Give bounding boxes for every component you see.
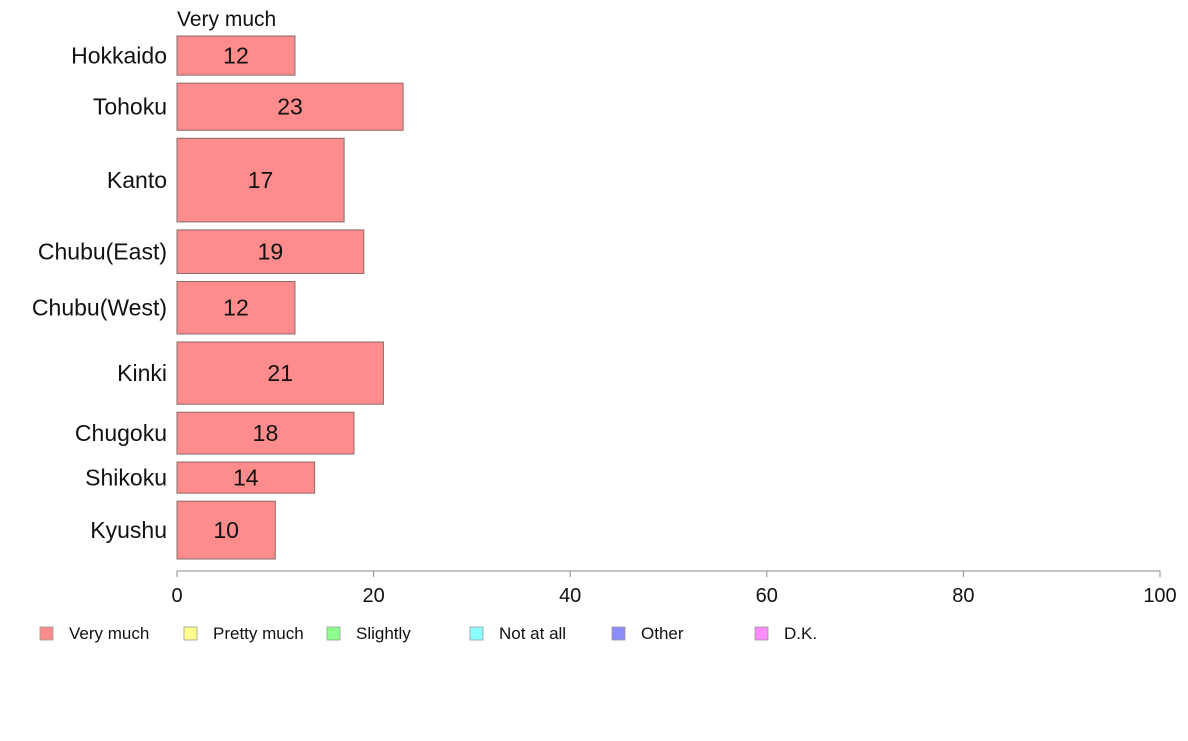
category-label-shikoku: Shikoku — [85, 465, 167, 491]
bar-kyushu — [176, 500, 276, 560]
x-tick-label-40: 40 — [559, 585, 581, 607]
legend-swatch-not-at-all — [469, 626, 484, 641]
data-label-kanto: 17 — [248, 167, 274, 193]
bar-chubu-east — [176, 229, 365, 274]
series-title: Very much — [177, 8, 276, 31]
legend-label-not-at-all: Not at all — [499, 624, 566, 643]
legend-label-very-much: Very much — [69, 624, 149, 643]
category-label-chugoku: Chugoku — [75, 420, 167, 446]
category-label-chubu-west: Chubu(West) — [32, 295, 167, 321]
legend-label-other: Other — [641, 624, 684, 643]
category-label-kinki: Kinki — [117, 360, 167, 386]
data-label-kinki: 21 — [267, 360, 293, 386]
x-tick-label-80: 80 — [952, 585, 974, 607]
legend-swatch-pretty-much — [183, 626, 198, 641]
x-tick-label-60: 60 — [756, 585, 778, 607]
x-tick-label-0: 0 — [171, 585, 182, 607]
category-label-hokkaido: Hokkaido — [71, 43, 167, 69]
legend-swatch-very-much — [39, 626, 54, 641]
legend-swatch-other — [611, 626, 626, 641]
category-label-chubu-east: Chubu(East) — [38, 239, 167, 265]
legend-label-pretty-much: Pretty much — [213, 624, 304, 643]
data-label-chugoku: 18 — [253, 420, 279, 446]
data-label-kyushu: 10 — [213, 517, 239, 543]
bar-hokkaido — [176, 35, 296, 76]
category-label-kanto: Kanto — [107, 167, 167, 193]
category-label-kyushu: Kyushu — [90, 517, 167, 543]
bar-chubu-west — [176, 280, 296, 335]
data-label-chubu-west: 12 — [223, 295, 249, 321]
bar-kanto — [176, 137, 345, 223]
data-label-chubu-east: 19 — [258, 239, 284, 265]
bar-shikoku — [176, 461, 316, 494]
bar-chugoku — [176, 411, 355, 455]
data-label-hokkaido: 12 — [223, 43, 249, 69]
legend-swatch-slightly — [326, 626, 341, 641]
data-label-tohoku: 23 — [277, 94, 303, 120]
bar-kinki — [176, 341, 384, 405]
bar-tohoku — [176, 82, 404, 131]
x-tick-label-20: 20 — [362, 585, 384, 607]
legend-swatch-d-k — [754, 626, 769, 641]
x-tick-label-100: 100 — [1143, 585, 1176, 607]
data-label-shikoku: 14 — [233, 465, 259, 491]
category-label-tohoku: Tohoku — [93, 94, 167, 120]
legend-label-d-k: D.K. — [784, 624, 817, 643]
legend-label-slightly: Slightly — [356, 624, 411, 643]
